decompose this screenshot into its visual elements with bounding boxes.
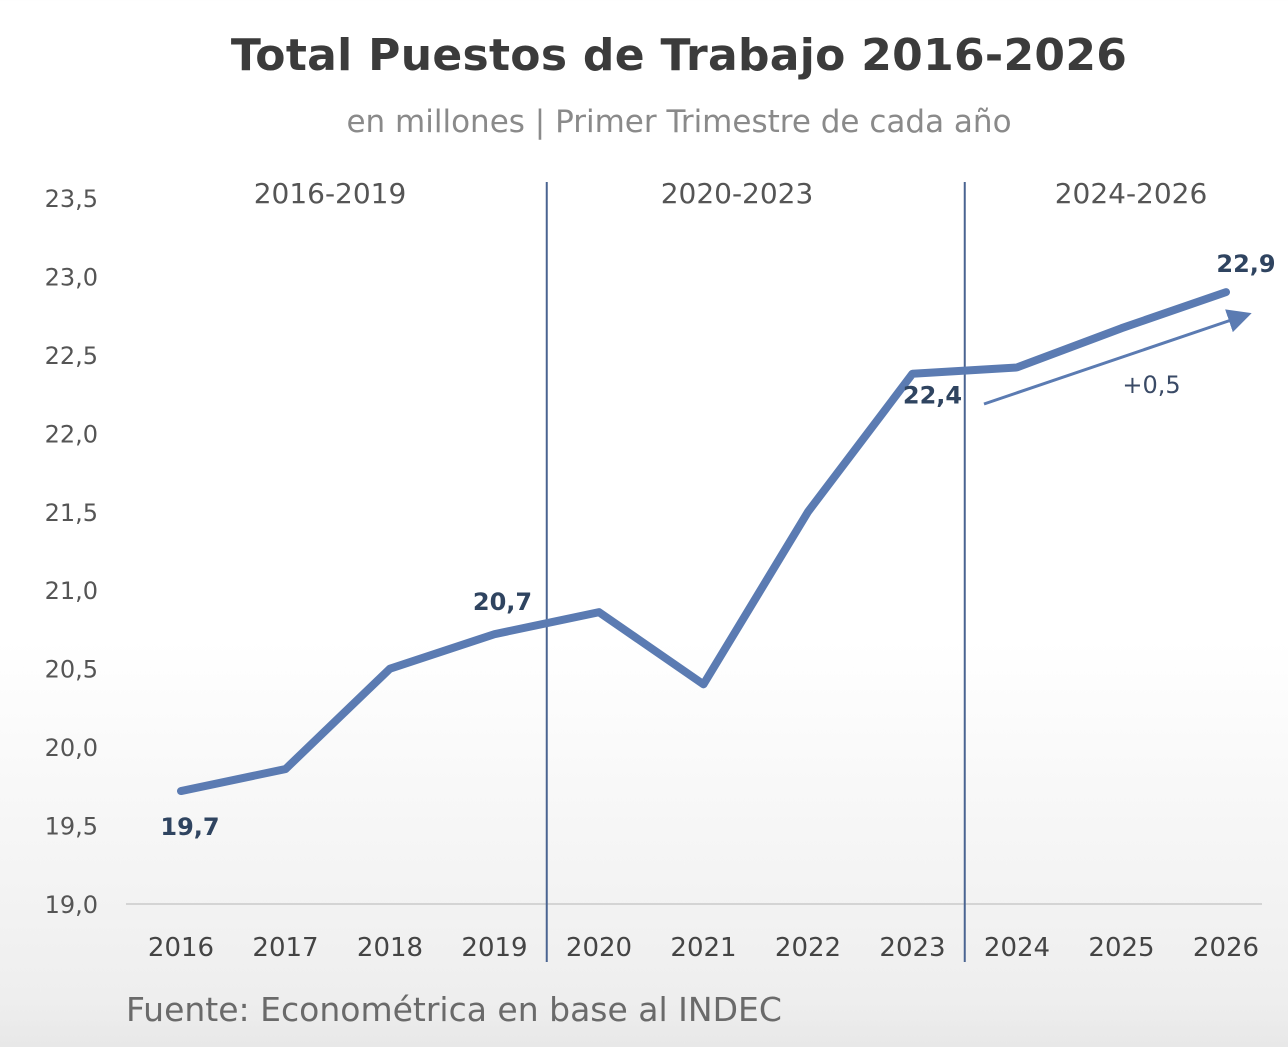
- data-labels: 19,7 20,7 22,4 22,9: [160, 250, 1275, 841]
- period-label: 2024-2026: [1055, 177, 1208, 210]
- data-label: 19,7: [160, 813, 219, 841]
- period-label: 2016-2019: [254, 177, 407, 210]
- x-tick-label: 2017: [252, 933, 318, 963]
- series-line: [177, 288, 1230, 796]
- trend-annotation: +0,5: [983, 309, 1252, 406]
- period-label: 2020-2023: [661, 177, 814, 210]
- trend-annotation-label: +0,5: [1122, 371, 1180, 399]
- x-tick-label: 2018: [357, 933, 423, 963]
- x-tick-label: 2024: [984, 933, 1050, 963]
- x-tick-label: 2025: [1088, 933, 1154, 963]
- series-group: [177, 288, 1230, 796]
- y-tick-label: 19,5: [45, 813, 98, 841]
- period-dividers: [545, 182, 966, 962]
- y-tick-label: 20,0: [45, 734, 98, 762]
- y-tick-label: 20,5: [45, 656, 98, 684]
- y-tick-label: 23,5: [45, 185, 98, 213]
- data-label: 22,4: [903, 382, 962, 410]
- x-tick-label: 2022: [775, 933, 841, 963]
- trend-arrow: [983, 309, 1252, 406]
- x-axis: 2016 2017 2018 2019 2020 2021 2022 2023 2024 2025…: [126, 903, 1262, 963]
- y-tick-label: 23,0: [45, 263, 98, 291]
- x-tick-label: 2023: [879, 933, 945, 963]
- x-tick-label: 2026: [1193, 933, 1259, 963]
- period-labels: 2016-2019 2020-2023 2024-2026: [254, 177, 1208, 210]
- y-axis: 19,0 19,5 20,0 20,5 21,0 21,5 22,0 22,5 23,0 23,5: [45, 185, 98, 919]
- y-tick-label: 22,5: [45, 342, 98, 370]
- y-tick-label: 22,0: [45, 420, 98, 448]
- chart-title: Total Puestos de Trabajo 2016-2026: [230, 30, 1128, 81]
- data-label: 22,9: [1216, 250, 1275, 278]
- x-tick-label: 2020: [566, 933, 632, 963]
- x-tick-label: 2021: [670, 933, 736, 963]
- chart-subtitle: en millones | Primer Trimestre de cada a…: [346, 104, 1012, 140]
- x-tick-label: 2016: [148, 933, 214, 963]
- data-label: 20,7: [473, 588, 532, 616]
- y-tick-label: 21,0: [45, 577, 98, 605]
- x-tick-label: 2019: [461, 933, 527, 963]
- source-note: Fuente: Econométrica en base al INDEC: [126, 990, 782, 1029]
- line-chart: 19,0 19,5 20,0 20,5 21,0 21,5 22,0 22,5 23,0 23,5…: [45, 177, 1276, 963]
- y-tick-label: 19,0: [45, 891, 98, 919]
- y-tick-label: 21,5: [45, 499, 98, 527]
